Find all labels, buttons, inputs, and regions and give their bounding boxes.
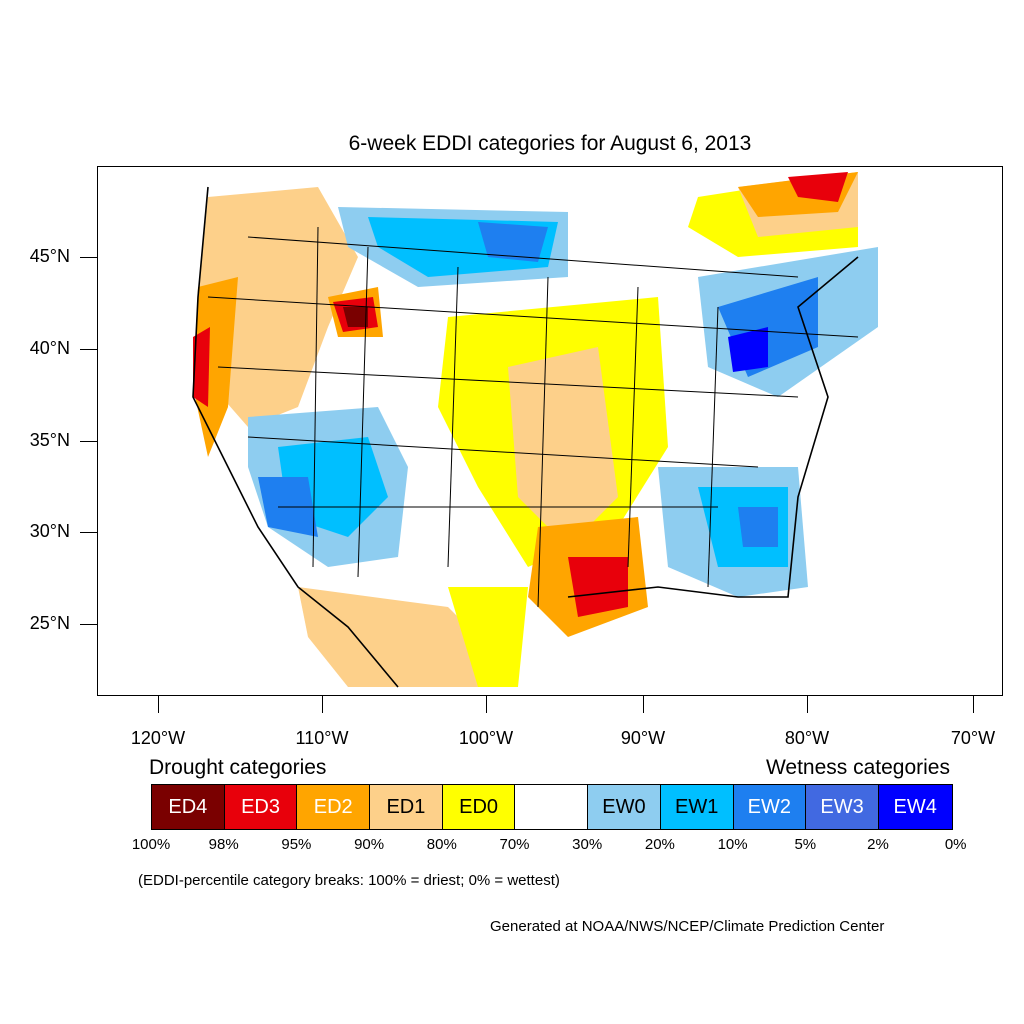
percent-break-label: 95% [281,836,312,853]
lon-tick [486,696,487,713]
lon-tick [643,696,644,713]
lat-tick [80,441,97,442]
lon-label: 90°W [620,728,666,748]
legend-box-ew0: EW0 [588,785,661,829]
lon-label: 110°W [295,728,349,748]
legend-box-ed0: ED0 [442,785,516,829]
lat-tick [80,257,97,258]
credit-line: Generated at NOAA/NWS/NCEP/Climate Predi… [490,918,885,935]
legend-box-ed2: ED2 [297,785,371,829]
percent-break-label: 80% [426,836,457,853]
percent-break-label: 2% [867,836,889,853]
legend-box-ed3: ED3 [224,785,298,829]
percent-break-label: 5% [794,836,817,853]
lon-tick [322,696,323,713]
lat-tick [80,349,97,350]
eddi-map [97,166,1003,696]
wetness-categories-title: Wetness categories [765,756,950,779]
lat-label: 45°N [29,246,70,266]
percent-break-label: 70% [499,836,530,853]
lat-label: 25°N [29,613,70,633]
percent-break-label: 20% [644,836,675,853]
lon-label: 120°W [130,728,186,748]
legend-box-ed1: ED1 [370,785,443,829]
lat-tick [80,624,97,625]
drought-categories-title: Drought categories [149,756,327,779]
lon-label: 70°W [950,728,996,748]
percent-break-label: 98% [208,836,239,853]
percent-break-label: 90% [354,836,385,853]
eddi-field [193,172,878,687]
lon-label: 100°W [458,728,514,748]
legend-box-ew3: EW3 [806,785,879,829]
percent-break-label: 100% [131,836,171,853]
legend-box-ed4: ED4 [152,785,225,829]
percent-break-label: 0% [944,836,967,853]
lat-tick [80,532,97,533]
legend-box-neutral [515,785,589,829]
legend-box-ew4: EW4 [878,785,952,829]
lon-tick [807,696,808,713]
legend-box-ew1: EW1 [660,785,734,829]
boundaries [192,186,859,688]
lat-label: 30°N [29,521,70,541]
category-note: (EDDI-percentile category breaks: 100% =… [138,872,560,889]
lon-tick [973,696,974,713]
lon-tick [158,696,159,713]
legend-colorbar: ED4 ED3 ED2 ED1 ED0 EW0 EW1 EW2 EW3 EW4 [151,784,953,830]
percent-break-label: 10% [717,836,748,853]
lat-label: 35°N [29,430,70,450]
map-canvas [192,172,878,688]
lon-label: 80°W [784,728,830,748]
lat-label: 40°N [29,338,70,358]
legend-box-ew2: EW2 [733,785,807,829]
percent-break-label: 30% [572,836,603,853]
map-title: 6-week EDDI categories for August 6, 201… [348,132,752,155]
